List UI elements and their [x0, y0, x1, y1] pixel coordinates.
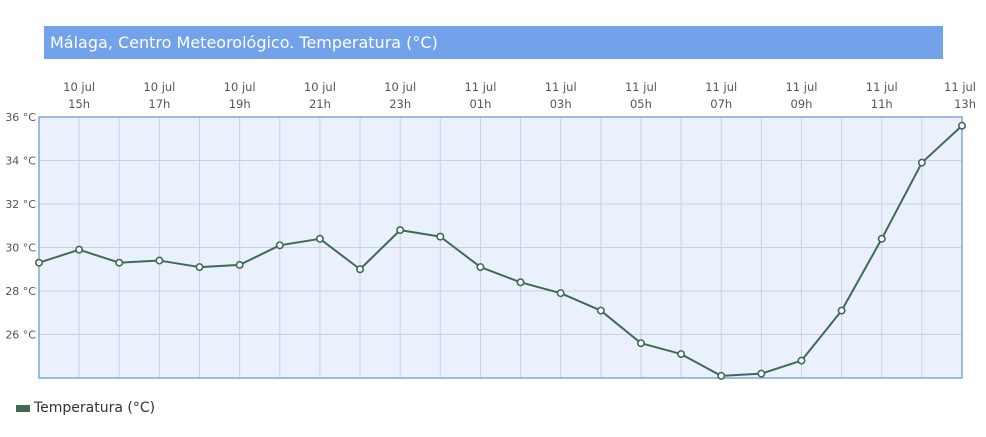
data-point — [877, 234, 886, 243]
data-point — [516, 278, 525, 287]
y-tick-label: 26 °C — [5, 329, 36, 342]
x-tick-date: 11 jul — [705, 80, 737, 94]
legend[interactable]: Temperatura (°C) — [16, 398, 155, 418]
data-point — [797, 356, 806, 365]
x-tick-hour: 21h — [309, 97, 331, 111]
x-tick-date: 11 jul — [866, 80, 898, 94]
data-point — [717, 371, 726, 380]
x-tick-hour: 11h — [871, 97, 893, 111]
data-point — [636, 339, 645, 348]
data-point — [115, 258, 124, 267]
data-point — [917, 158, 926, 167]
x-tick-hour: 07h — [710, 97, 732, 111]
data-point — [556, 289, 565, 298]
data-point — [75, 245, 84, 254]
x-tick-hour: 13h — [954, 97, 976, 111]
data-point — [436, 232, 445, 241]
x-axis-labels: 10 jul 15h 10 jul 17h 10 jul 19h 10 jul 21h 10 j… — [63, 80, 976, 111]
x-tick-hour: 09h — [791, 97, 813, 111]
data-point — [396, 226, 405, 235]
data-point — [34, 258, 43, 267]
data-point — [356, 265, 365, 274]
x-tick-hour: 03h — [550, 97, 572, 111]
data-point — [677, 350, 686, 359]
data-point — [957, 121, 966, 130]
x-tick-date: 11 jul — [545, 80, 577, 94]
y-tick-label: 36 °C — [5, 111, 36, 124]
x-tick-date: 10 jul — [143, 80, 175, 94]
data-point — [315, 234, 324, 243]
y-tick-label: 32 °C — [5, 198, 36, 211]
x-tick-hour: 01h — [469, 97, 491, 111]
legend-label: Temperatura (°C) — [34, 400, 156, 416]
x-tick-date: 10 jul — [224, 80, 256, 94]
x-tick-date: 10 jul — [63, 80, 95, 94]
x-tick-date: 11 jul — [464, 80, 496, 94]
x-tick-date: 11 jul — [625, 80, 657, 94]
legend-swatch — [16, 404, 30, 412]
y-axis-labels: 26 °C 28 °C 30 °C 32 °C 34 °C 36 °C — [5, 111, 36, 342]
data-point — [275, 241, 284, 250]
x-tick-date: 10 jul — [304, 80, 336, 94]
series-temperatura — [34, 121, 966, 380]
x-tick-date: 11 jul — [785, 80, 817, 94]
data-point — [596, 306, 605, 315]
plot-border — [38, 116, 963, 379]
x-tick-hour: 23h — [389, 97, 411, 111]
chart-title: Málaga, Centro Meteorológico. Temperatur… — [44, 26, 943, 59]
y-tick-label: 30 °C — [5, 242, 36, 255]
x-tick-hour: 05h — [630, 97, 652, 111]
data-point — [195, 263, 204, 272]
y-tick-label: 28 °C — [5, 285, 36, 298]
data-point — [757, 369, 766, 378]
x-tick-hour: 15h — [68, 97, 90, 111]
data-point — [235, 260, 244, 269]
x-tick-date: 10 jul — [384, 80, 416, 94]
data-point — [155, 256, 164, 265]
y-tick-label: 34 °C — [5, 155, 36, 168]
x-tick-hour: 19h — [229, 97, 251, 111]
series-line — [38, 124, 963, 377]
data-point — [837, 306, 846, 315]
x-tick-date: 11 jul — [944, 80, 976, 94]
x-tick-hour: 17h — [148, 97, 170, 111]
data-point — [476, 263, 485, 272]
